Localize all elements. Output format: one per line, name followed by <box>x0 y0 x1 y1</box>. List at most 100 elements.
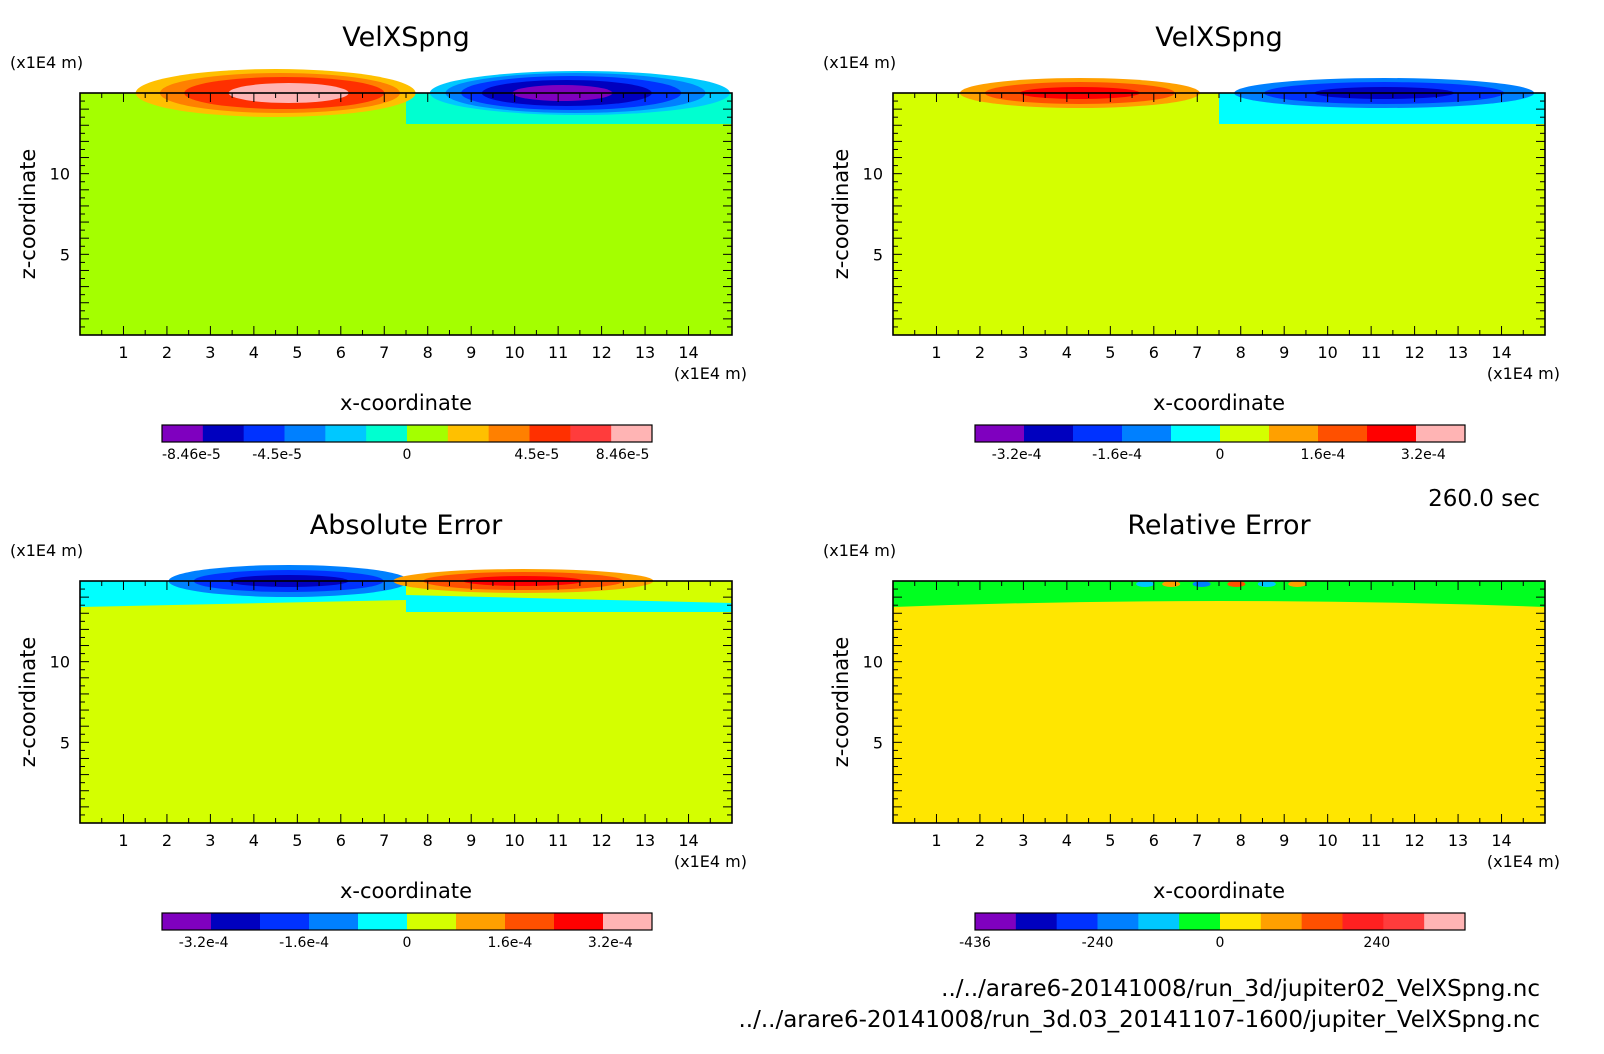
y-unit-label: (x1E4 m) <box>10 53 83 72</box>
contour-spot <box>1162 581 1181 587</box>
x-tick-label: 14 <box>1491 831 1511 850</box>
colorbar-swatch <box>1056 913 1098 930</box>
x-tick-label: 1 <box>931 831 941 850</box>
x-tick-label: 7 <box>379 831 389 850</box>
colorbar-swatch <box>1318 425 1368 442</box>
colorbar-swatch <box>1097 913 1139 930</box>
x-tick-label: 13 <box>1448 343 1468 362</box>
y-tick-label: 10 <box>50 653 70 672</box>
y-axis-label: z-coordinate <box>829 149 853 280</box>
colorbar-label: 3.2e-4 <box>1401 447 1446 463</box>
x-axis-label: x-coordinate <box>340 391 472 415</box>
x-tick-label: 14 <box>678 343 698 362</box>
colorbar-label: -436 <box>959 935 991 951</box>
colorbar-swatch <box>1269 425 1319 442</box>
colorbar-swatch <box>1342 913 1384 930</box>
x-axis-label: x-coordinate <box>340 879 472 903</box>
chart-title: Relative Error <box>1127 510 1311 541</box>
colorbar-frame <box>161 424 653 443</box>
colorbar-swatch <box>162 425 204 442</box>
y-axis-label: z-coordinate <box>16 637 40 768</box>
x-axis-label: x-coordinate <box>1153 391 1285 415</box>
colorbar-swatch <box>260 913 310 930</box>
x-tick-label: 14 <box>1491 343 1511 362</box>
colorbar-label: -1.6e-4 <box>279 935 329 951</box>
colorbar-label: 4.5e-5 <box>514 447 559 463</box>
x-tick-label: 9 <box>466 343 476 362</box>
y-unit-label: (x1E4 m) <box>823 541 896 560</box>
x-tick-label: 6 <box>336 831 346 850</box>
colorbar-swatch <box>1138 913 1180 930</box>
x-tick-label: 10 <box>1317 343 1337 362</box>
y-tick-label: 10 <box>50 165 70 184</box>
x-tick-label: 5 <box>292 343 302 362</box>
x-tick-label: 12 <box>1404 831 1424 850</box>
x-tick-label: 7 <box>1192 831 1202 850</box>
x-tick-label: 11 <box>1361 343 1381 362</box>
x-tick-label: 6 <box>1149 831 1159 850</box>
x-tick-label: 6 <box>336 343 346 362</box>
colorbar-swatch <box>975 425 1025 442</box>
plot-field <box>80 93 732 335</box>
y-tick-label: 5 <box>60 733 70 752</box>
contour-spot <box>1136 581 1155 587</box>
x-tick-label: 7 <box>1192 343 1202 362</box>
colorbar-swatch <box>1416 425 1466 442</box>
colorbar-swatch <box>529 425 571 442</box>
x-tick-label: 10 <box>1317 831 1337 850</box>
colorbar-swatch <box>211 913 261 930</box>
x-tick-label: 2 <box>162 831 172 850</box>
x-unit-label: (x1E4 m) <box>1487 852 1560 871</box>
colorbar-label: 0 <box>403 447 412 463</box>
contour-spot <box>1288 581 1307 587</box>
x-tick-label: 3 <box>1018 831 1028 850</box>
y-tick-label: 5 <box>873 245 883 264</box>
x-tick-label: 1 <box>118 831 128 850</box>
colorbar-label: -3.2e-4 <box>992 447 1042 463</box>
colorbar-swatch <box>162 913 212 930</box>
colorbar-swatch <box>1220 913 1262 930</box>
x-tick-label: 5 <box>1105 831 1115 850</box>
x-unit-label: (x1E4 m) <box>1487 364 1560 383</box>
colorbar-swatch <box>456 913 506 930</box>
colorbar-swatch <box>488 425 530 442</box>
x-tick-label: 12 <box>591 343 611 362</box>
x-tick-label: 9 <box>1279 831 1289 850</box>
x-tick-label: 3 <box>205 831 215 850</box>
x-unit-label: (x1E4 m) <box>674 364 747 383</box>
colorbar-label: 1.6e-4 <box>1300 447 1345 463</box>
chart-title: VelXSpng <box>342 22 470 53</box>
x-tick-label: 11 <box>548 343 568 362</box>
x-axis-label: x-coordinate <box>1153 879 1285 903</box>
contour-spot <box>1192 581 1211 587</box>
plot-field <box>80 581 732 823</box>
y-unit-label: (x1E4 m) <box>823 53 896 72</box>
y-tick-label: 5 <box>873 733 883 752</box>
colorbar-swatch <box>975 913 1017 930</box>
x-tick-label: 1 <box>931 343 941 362</box>
colorbar-swatch <box>407 425 449 442</box>
x-tick-label: 10 <box>504 831 524 850</box>
x-tick-label: 4 <box>249 343 259 362</box>
colorbar-swatch <box>407 913 457 930</box>
x-tick-label: 8 <box>423 831 433 850</box>
colorbar-label: -3.2e-4 <box>179 935 229 951</box>
y-tick-label: 10 <box>863 165 883 184</box>
colorbar-swatch <box>603 913 653 930</box>
contour-spot <box>1257 581 1276 587</box>
x-tick-label: 10 <box>504 343 524 362</box>
colorbar-swatch <box>202 425 245 442</box>
colorbar-label: -240 <box>1082 935 1114 951</box>
x-tick-label: 9 <box>1279 343 1289 362</box>
colorbar-swatch <box>1383 913 1425 930</box>
x-tick-label: 3 <box>205 343 215 362</box>
contour-band <box>406 595 732 612</box>
x-tick-label: 2 <box>162 343 172 362</box>
colorbar-swatch <box>1073 425 1123 442</box>
y-tick-label: 10 <box>863 653 883 672</box>
x-tick-label: 8 <box>1236 343 1246 362</box>
